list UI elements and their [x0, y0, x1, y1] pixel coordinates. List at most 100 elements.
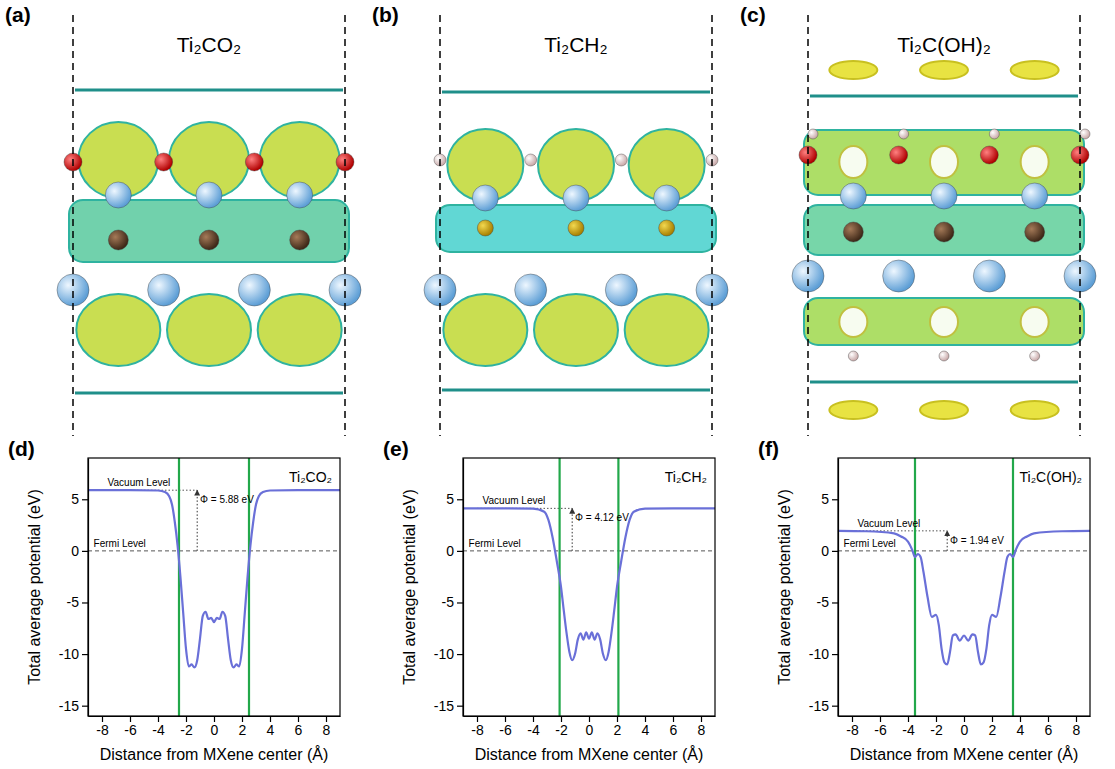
- axis-line: [88, 459, 89, 717]
- structure-panel: [792, 15, 1096, 436]
- structure-panel: [57, 15, 361, 436]
- chart-panel: -8-6-4-202468-15-10-505Distance from MXe…: [26, 458, 341, 763]
- potential-curve: [88, 490, 340, 667]
- ti-atom: [973, 260, 1005, 292]
- tick-label: 4: [642, 722, 650, 738]
- ti-atom: [1022, 183, 1048, 209]
- tick-label: 8: [323, 722, 331, 738]
- h-atom: [525, 154, 537, 166]
- tick: 0: [71, 543, 88, 559]
- panel-title: Ti₂CO₂: [177, 33, 242, 56]
- tick: 2: [614, 716, 622, 738]
- y-axis: -15-10-505: [809, 459, 839, 717]
- tick: -5: [67, 594, 88, 610]
- annotation: Vacuum Level: [483, 495, 546, 506]
- tick: -2: [555, 716, 568, 738]
- chart-title: Ti₂CO₂: [289, 469, 332, 485]
- tick: 4: [642, 716, 650, 738]
- isosurface-edge: [442, 389, 710, 392]
- tick-label: 0: [586, 722, 594, 738]
- tick-label: -5: [817, 594, 830, 610]
- ti-atom: [424, 274, 456, 306]
- charge-hole: [1021, 146, 1049, 178]
- ti-atom: [563, 185, 589, 211]
- surface-boundary: [914, 458, 916, 716]
- x-axis-title: Distance from MXene center (Å): [475, 745, 704, 763]
- tick: 8: [323, 716, 331, 738]
- plot-frame: [88, 458, 340, 716]
- isosurface-edge: [442, 91, 710, 94]
- tick-label: -6: [499, 722, 512, 738]
- tick-label: -10: [434, 646, 454, 662]
- tick: -6: [124, 716, 137, 738]
- tick-mark: [832, 654, 838, 655]
- tick: 5: [71, 491, 88, 507]
- tick-label: -4: [527, 722, 540, 738]
- tick: -5: [817, 594, 838, 610]
- annotation: Φ = 1.94 eV: [950, 535, 1004, 546]
- charge-hole: [839, 307, 867, 337]
- tick-label: -8: [846, 722, 859, 738]
- tick-label: 0: [821, 543, 829, 559]
- plot-frame: [838, 458, 1090, 716]
- c-atom: [659, 220, 675, 236]
- annotation: Vacuum Level: [108, 477, 171, 488]
- plot-area: [88, 458, 340, 716]
- cell-boundary: [807, 15, 809, 436]
- tick-label: -4: [152, 722, 165, 738]
- h-atom: [1030, 351, 1040, 361]
- annotation: Fermi Level: [469, 538, 521, 549]
- ti-atom: [196, 182, 222, 208]
- charge-hole: [930, 146, 958, 178]
- x-axis-title: Distance from MXene center (Å): [850, 745, 1079, 763]
- charge-band: [69, 200, 349, 262]
- potential-curve: [463, 508, 715, 660]
- tick-mark: [82, 654, 88, 655]
- tick-label: -2: [930, 722, 943, 738]
- tick-mark: [457, 706, 463, 707]
- tick-label: 0: [961, 722, 969, 738]
- tick: 5: [446, 491, 463, 507]
- charge-lobe: [443, 294, 527, 366]
- tick-mark: [457, 551, 463, 552]
- tick-label: 2: [239, 722, 247, 738]
- charge-hole: [839, 146, 867, 178]
- panel-letter: (e): [383, 437, 409, 460]
- work-function-arrow: [572, 508, 573, 551]
- charge-hole: [930, 307, 958, 337]
- tick: 0: [211, 716, 219, 738]
- charge-hole: [1021, 307, 1049, 337]
- tick-label: -8: [96, 722, 109, 738]
- charge-lobe: [534, 294, 618, 366]
- tick-label: 0: [446, 543, 454, 559]
- ti-atom: [696, 274, 728, 306]
- tick: -2: [180, 716, 193, 738]
- tick: -6: [499, 716, 512, 738]
- tick: -5: [442, 594, 463, 610]
- charge-band: [804, 298, 1084, 345]
- cell-boundary: [344, 15, 346, 436]
- tick-mark: [82, 499, 88, 500]
- tick-label: -6: [874, 722, 887, 738]
- tick-mark: [832, 602, 838, 603]
- c-atom: [1025, 222, 1045, 242]
- axis-line: [838, 459, 839, 717]
- tick: -10: [434, 646, 463, 662]
- y-axis-title: Total average potential (eV): [776, 489, 793, 685]
- axis-line: [463, 459, 464, 717]
- tick-mark: [457, 602, 463, 603]
- tick: 8: [1073, 716, 1081, 738]
- o-atom: [980, 146, 998, 164]
- annotation: Φ = 5.88 eV: [200, 494, 254, 505]
- charge-lobe: [920, 401, 968, 419]
- tick-mark: [832, 551, 838, 552]
- plot-frame: [463, 458, 715, 716]
- tick: 0: [446, 543, 463, 559]
- tick-mark: [832, 499, 838, 500]
- charge-lobe: [829, 61, 877, 79]
- plot-area: [838, 458, 1090, 716]
- tick-label: -2: [555, 722, 568, 738]
- charge-band: [436, 205, 716, 252]
- tick-label: 0: [211, 722, 219, 738]
- cell-boundary: [72, 15, 74, 436]
